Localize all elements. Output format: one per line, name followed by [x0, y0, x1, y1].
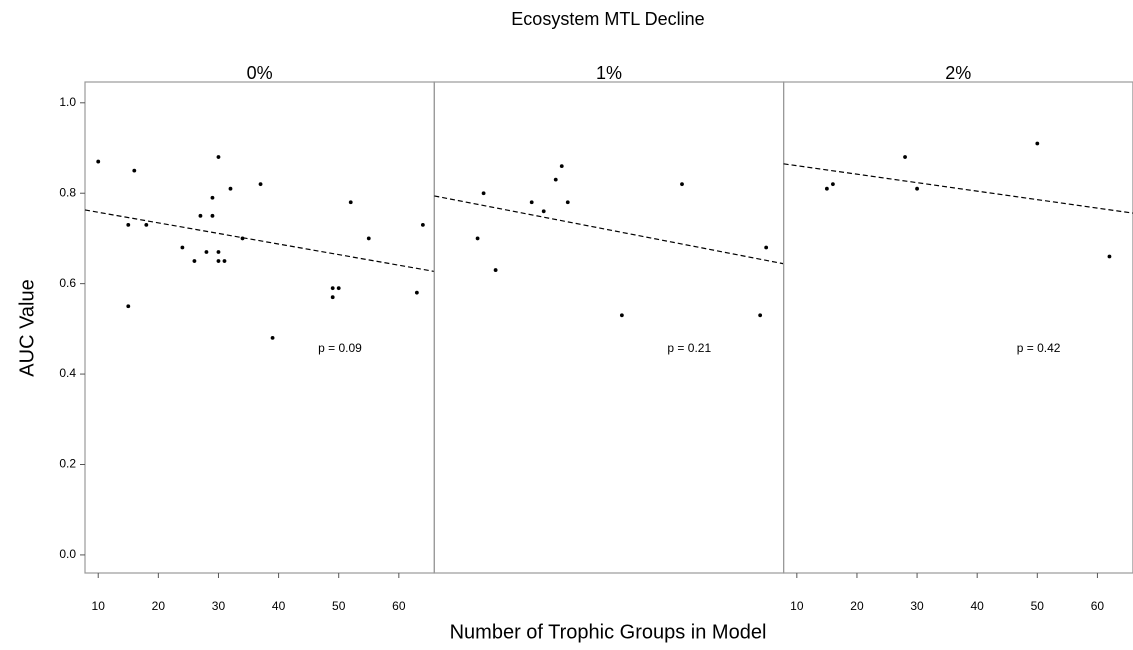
point	[541, 209, 546, 214]
trend-line	[783, 163, 1133, 214]
point	[126, 304, 131, 309]
point	[270, 335, 275, 340]
point	[553, 177, 558, 182]
chart-title: Ecosystem MTL Decline	[511, 9, 704, 29]
point	[330, 286, 335, 291]
x-tick-label: 60	[1091, 599, 1105, 613]
panel-title: 0%	[247, 63, 273, 83]
point	[680, 182, 684, 187]
point	[830, 182, 835, 187]
y-axis-label: AUC Value	[16, 279, 38, 376]
y-tick-label: 0.0	[59, 547, 76, 561]
panel-frame	[433, 81, 785, 574]
point	[481, 191, 486, 196]
point	[216, 250, 221, 254]
point	[758, 313, 763, 318]
y-tick-label: 0.2	[59, 457, 76, 471]
point	[619, 313, 624, 318]
point	[414, 290, 419, 295]
x-tick-label: 50	[332, 599, 346, 613]
x-tick-label: 30	[212, 599, 226, 613]
point	[348, 200, 353, 205]
point	[228, 186, 233, 191]
point	[559, 164, 564, 168]
point	[216, 155, 221, 159]
point	[144, 222, 149, 227]
point	[1107, 254, 1112, 259]
x-tick-label: 10	[790, 599, 804, 613]
panel-frame	[782, 81, 1133, 574]
point	[210, 195, 215, 200]
y-tick-label: 1.0	[59, 95, 76, 109]
point	[216, 259, 221, 263]
point	[366, 236, 371, 241]
point	[192, 259, 197, 263]
x-tick-label: 10	[92, 599, 106, 613]
point	[96, 159, 101, 164]
x-tick-label: 30	[910, 599, 924, 613]
point	[336, 286, 341, 291]
point	[240, 236, 245, 241]
x-tick-label: 50	[1031, 599, 1045, 613]
point	[204, 250, 209, 254]
p-value: p = 0.21	[667, 341, 711, 355]
point	[258, 182, 263, 187]
x-tick-label: 60	[392, 599, 406, 613]
y-tick-label: 0.4	[59, 366, 76, 380]
point	[198, 213, 203, 218]
point	[565, 200, 570, 205]
trend-line	[434, 195, 784, 265]
point	[210, 213, 215, 218]
y-tick-label: 0.8	[59, 185, 76, 199]
point	[126, 222, 131, 227]
trend-line	[84, 209, 435, 273]
x-tick-label: 40	[971, 599, 985, 613]
point	[222, 259, 227, 263]
point	[903, 155, 907, 159]
x-tick-label: 20	[850, 599, 864, 613]
x-tick-label: 20	[152, 599, 166, 613]
point	[493, 268, 498, 272]
point	[180, 245, 185, 250]
panel-title: 1%	[596, 63, 622, 83]
panel-frame	[84, 81, 435, 574]
point	[1035, 141, 1040, 146]
p-value: p = 0.09	[318, 341, 362, 355]
p-value: p = 0.42	[1017, 341, 1061, 355]
x-axis-label: Number of Trophic Groups in Model	[450, 621, 767, 643]
panel-title: 2%	[945, 63, 971, 83]
point	[330, 295, 335, 300]
y-tick-label: 0.6	[59, 276, 76, 290]
point	[915, 186, 919, 191]
point	[764, 245, 769, 250]
point	[529, 200, 534, 205]
point	[475, 236, 480, 241]
point	[824, 186, 829, 191]
point	[420, 222, 425, 227]
point	[132, 168, 137, 173]
x-tick-label: 40	[272, 599, 286, 613]
